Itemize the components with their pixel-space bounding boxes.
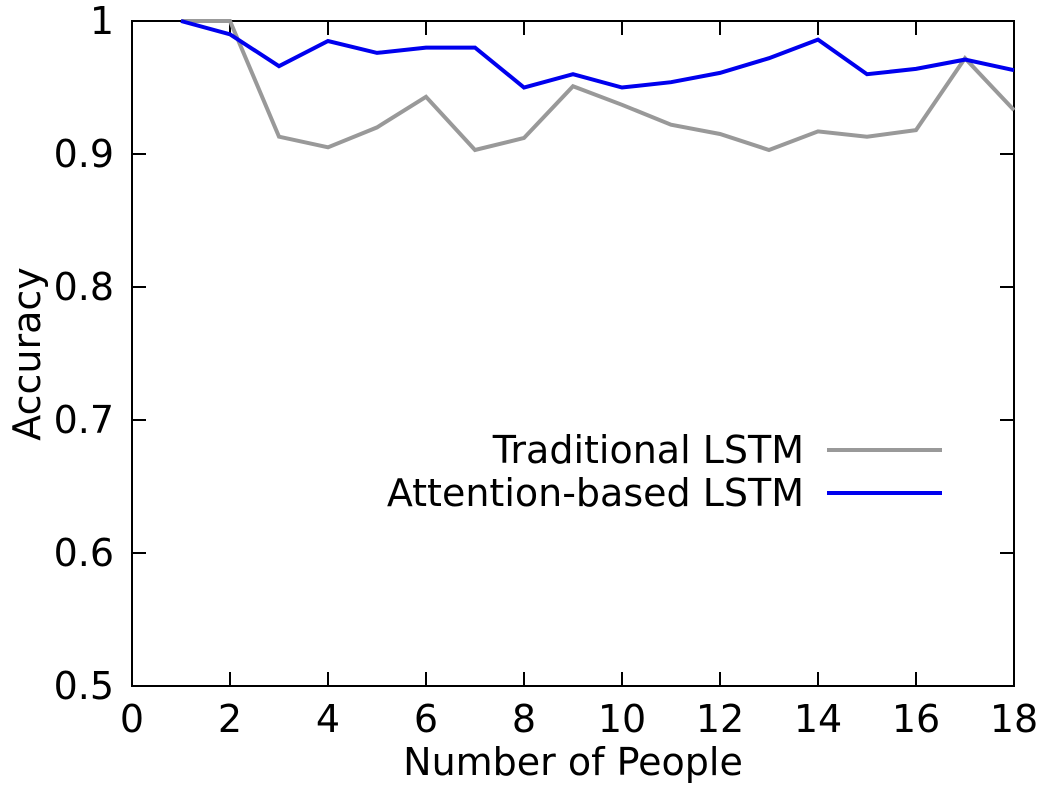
y-tick-label: 0.9 — [54, 132, 114, 176]
y-tick-label: 0.7 — [54, 398, 114, 442]
x-tick-label: 4 — [316, 697, 340, 741]
x-tick-label: 16 — [892, 697, 940, 741]
x-tick-label: 0 — [120, 697, 144, 741]
legend-label: Traditional LSTM — [492, 428, 804, 472]
y-tick-label: 0.6 — [54, 531, 114, 575]
y-tick-labels: 0.5 0.6 0.7 0.8 0.9 1 — [54, 0, 114, 708]
y-tick-label: 1 — [90, 0, 114, 43]
x-axis-title: Number of People — [403, 740, 743, 784]
x-tick-label: 10 — [598, 697, 646, 741]
axis-ticks — [131, 20, 1015, 687]
x-tick-label: 6 — [414, 697, 438, 741]
y-tick-label: 0.5 — [54, 664, 114, 708]
x-tick-label: 2 — [218, 697, 242, 741]
x-tick-label: 12 — [696, 697, 744, 741]
plot-frame — [131, 20, 1015, 687]
x-tick-label: 18 — [990, 697, 1038, 741]
legend-label: Attention-based LSTM — [387, 471, 804, 515]
series-line-traditional-lstm — [181, 19, 1016, 153]
x-tick-label: 14 — [794, 697, 842, 741]
x-tick-label: 8 — [512, 697, 536, 741]
series-line-attention-based-lstm — [180, 19, 1015, 90]
y-axis-title: Accuracy — [5, 267, 49, 441]
x-tick-labels: 0 2 4 6 8 10 12 14 16 18 — [120, 697, 1038, 741]
y-tick-label: 0.8 — [54, 265, 114, 309]
series-lines — [180, 19, 1016, 153]
